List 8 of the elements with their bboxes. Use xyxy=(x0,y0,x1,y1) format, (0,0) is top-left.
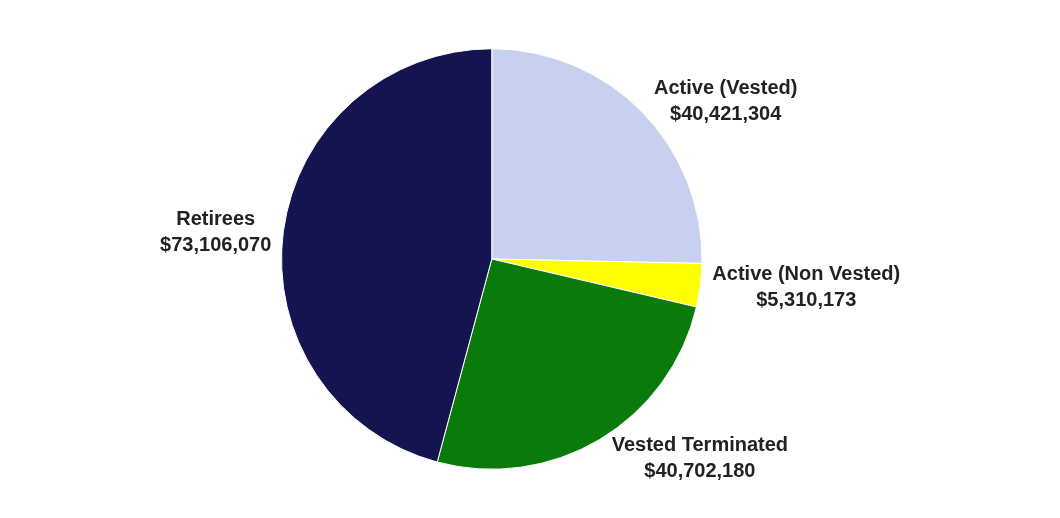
data-label: $73,106,070 xyxy=(160,233,272,256)
data-label: $5,310,173 xyxy=(756,287,857,310)
slice-label: Vested Terminated xyxy=(611,433,789,456)
data-label: $40,702,180 xyxy=(644,459,756,482)
slice-label: Retirees xyxy=(176,207,256,230)
slice-label: Active (Non Vested) xyxy=(712,261,901,284)
slice-label: Active (Vested) xyxy=(654,76,798,99)
data-label: $40,421,304 xyxy=(670,102,783,125)
